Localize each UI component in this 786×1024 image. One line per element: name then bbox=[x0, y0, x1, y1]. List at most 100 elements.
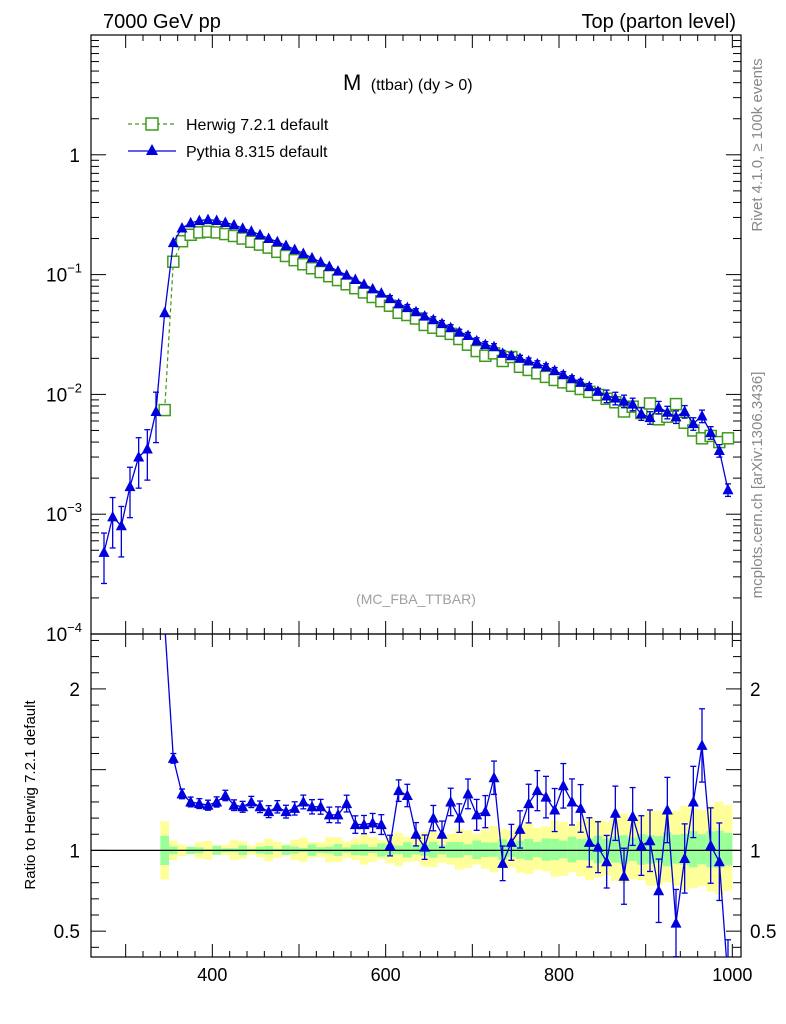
header-right: Top (parton level) bbox=[581, 11, 736, 33]
pythia-point bbox=[531, 357, 543, 369]
legend-herwig-marker bbox=[145, 117, 159, 131]
herwig-point bbox=[158, 403, 171, 417]
ratio-point bbox=[505, 836, 517, 847]
pythia-point bbox=[124, 480, 136, 492]
ratio-point bbox=[306, 800, 318, 812]
ratio-point bbox=[219, 789, 231, 800]
pythia-point bbox=[98, 546, 110, 557]
pythia-point bbox=[159, 306, 171, 318]
ratio-point bbox=[323, 808, 335, 820]
band-inner-bin bbox=[671, 834, 681, 864]
band-inner-bin bbox=[550, 839, 559, 861]
ratio-point bbox=[488, 771, 500, 783]
ratio-y-tick-label-left: 1 bbox=[69, 841, 80, 862]
y-tick-label: 10−2 bbox=[46, 380, 82, 406]
band-inner-bin bbox=[533, 841, 542, 858]
ratio-point bbox=[661, 804, 673, 815]
pythia-point bbox=[497, 347, 509, 358]
pythia-point bbox=[271, 235, 283, 247]
ratio-point bbox=[211, 795, 223, 807]
ratio-point bbox=[453, 812, 465, 823]
band-inner-bin bbox=[481, 842, 490, 858]
pythia-point bbox=[427, 313, 439, 325]
pythia-point bbox=[115, 519, 127, 531]
pythia-point bbox=[133, 451, 145, 462]
pythia-point bbox=[306, 251, 318, 263]
ratio-point bbox=[427, 812, 439, 823]
ratio-point bbox=[263, 805, 275, 817]
pythia-point bbox=[297, 247, 309, 259]
pythia-point bbox=[696, 410, 708, 421]
legend: Herwig 7.2.1 default Pythia 8.315 defaul… bbox=[128, 117, 329, 161]
ratio-point bbox=[583, 836, 595, 847]
pythia-point bbox=[609, 392, 621, 403]
pythia-point bbox=[349, 273, 361, 285]
y-tick-base: 10 bbox=[46, 625, 67, 646]
pythia-point bbox=[358, 278, 370, 289]
mcplots-label: mcplots.cern.ch [arXiv:1306.3436] bbox=[749, 372, 766, 599]
ratio-y-tick-label-right: 1 bbox=[750, 841, 761, 862]
pythia-point bbox=[419, 310, 431, 321]
ratio-frame bbox=[90, 633, 742, 958]
ratio-point bbox=[601, 855, 613, 867]
ratio-point bbox=[696, 739, 708, 750]
pythia-point bbox=[107, 510, 119, 522]
ratio-point bbox=[271, 800, 283, 812]
pythia-point bbox=[687, 417, 699, 429]
ratio-point bbox=[245, 795, 257, 807]
ratio-point bbox=[393, 784, 405, 796]
ratio-point bbox=[670, 917, 682, 928]
ratio-point bbox=[280, 805, 292, 817]
pythia-point bbox=[375, 287, 387, 298]
pythia-point bbox=[393, 297, 405, 309]
band-inner-bin bbox=[567, 836, 577, 863]
band-inner-bin bbox=[723, 832, 733, 866]
ratio-point bbox=[254, 800, 266, 812]
legend-pythia-marker bbox=[146, 144, 158, 155]
pythia-point bbox=[722, 483, 734, 495]
band-inner-bin bbox=[489, 842, 499, 857]
pythia-point bbox=[713, 444, 725, 456]
pythia-point bbox=[254, 228, 266, 240]
main-title-subscript: (ttbar) (dy > 0) bbox=[371, 77, 473, 94]
legend-pythia-label: Pythia 8.315 default bbox=[186, 144, 328, 161]
ratio-point bbox=[332, 808, 344, 820]
ratio-point bbox=[618, 870, 630, 881]
herwig-point bbox=[175, 234, 189, 248]
ratio-point bbox=[419, 841, 431, 852]
ratio-point bbox=[436, 828, 448, 839]
pythia-point bbox=[627, 398, 639, 409]
ratio-point bbox=[176, 787, 188, 799]
x-tick-label: 600 bbox=[371, 965, 401, 985]
ratio-point bbox=[592, 841, 604, 852]
ratio-point bbox=[341, 797, 353, 809]
pythia-point bbox=[141, 443, 153, 454]
ratio-point bbox=[445, 795, 457, 807]
ratio-point bbox=[679, 852, 691, 863]
ratio-point bbox=[384, 839, 396, 851]
band-inner-bin bbox=[628, 837, 637, 861]
header-left: 7000 GeV pp bbox=[103, 11, 221, 33]
ratio-point bbox=[315, 800, 327, 812]
ratio-panel-axes: 400 600 800 1000 2 2 1 1 0.5 0.5 bbox=[54, 633, 776, 985]
pythia-point bbox=[653, 401, 665, 412]
ratio-point bbox=[627, 810, 639, 821]
y-tick-label: 10−4 bbox=[46, 620, 82, 646]
ratio-point bbox=[479, 805, 491, 817]
herwig-point bbox=[721, 432, 735, 445]
ratio-point bbox=[358, 818, 370, 830]
ratio-y-tick-label-right: 2 bbox=[750, 680, 761, 701]
band-inner-bin bbox=[446, 842, 455, 858]
pythia-point bbox=[549, 364, 561, 376]
pythia-point bbox=[219, 216, 231, 228]
pythia-point bbox=[575, 376, 587, 387]
ratio-y-tick-label-right: 0.5 bbox=[750, 922, 776, 943]
pythia-point bbox=[505, 349, 517, 361]
ratio-point bbox=[575, 802, 587, 813]
pythia-point bbox=[644, 411, 656, 423]
ratio-point bbox=[549, 804, 561, 815]
pythia-point bbox=[479, 338, 491, 350]
band-inner-bin bbox=[515, 840, 525, 859]
pythia-point bbox=[436, 317, 448, 329]
band-inner-bin bbox=[472, 840, 481, 860]
